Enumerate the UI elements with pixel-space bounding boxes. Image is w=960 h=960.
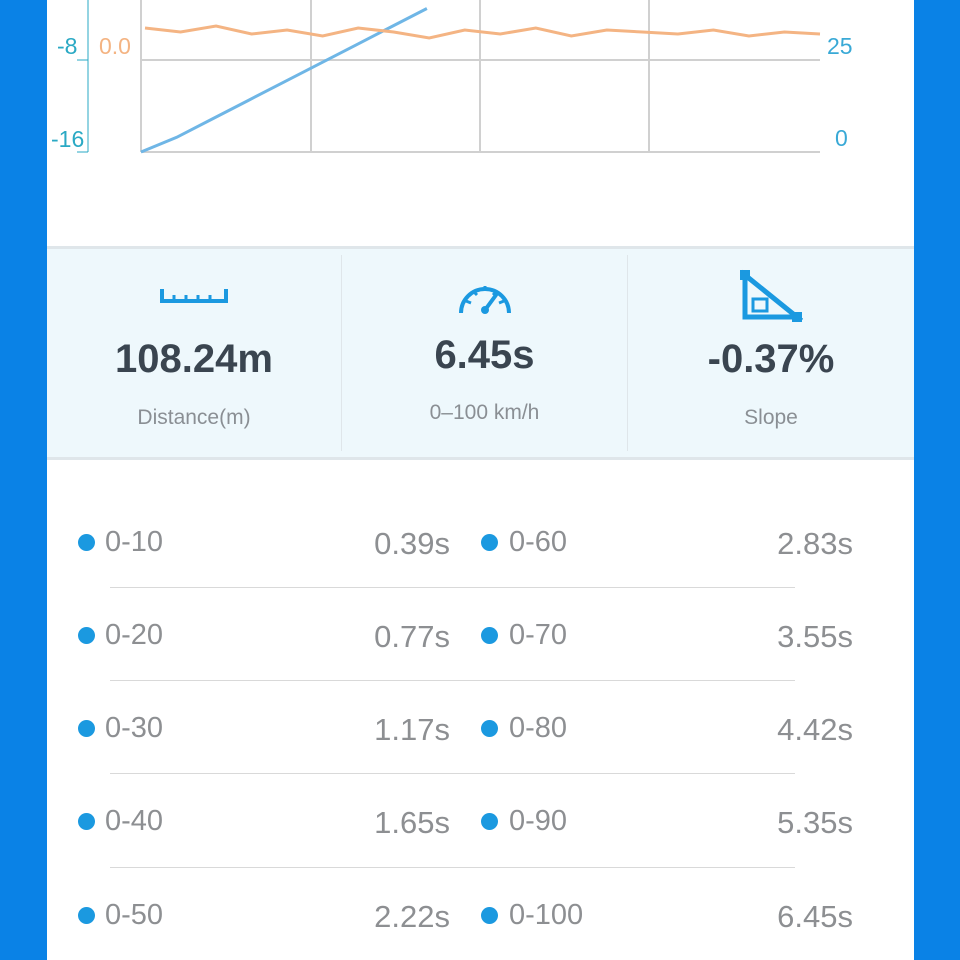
results-card: -8 -16 0.0 25 0 108.24m Distance(m): [47, 0, 914, 960]
split-time: 1.65s: [374, 805, 450, 840]
acceleration-series-line: [144, 24, 821, 40]
distance-value: 108.24m: [115, 337, 273, 381]
split-label: 0-100: [509, 899, 584, 931]
split-label: 0-60: [509, 526, 568, 558]
split-time: 4.42s: [777, 712, 853, 747]
speed-series-line: [140, 7, 428, 154]
row-divider: [110, 587, 795, 588]
right-tick-0: 0: [835, 125, 848, 151]
split-time: 2.83s: [777, 526, 853, 561]
right-tick-25: 25: [827, 33, 853, 59]
split-label: 0-80: [509, 712, 568, 744]
bullet-dot-icon: [78, 907, 95, 924]
acceleration-value: 6.45s: [434, 333, 535, 377]
left-outer-tick-minus8: -8: [57, 33, 78, 59]
list-item: 0-40 1.65s 0-90 5.35s: [47, 791, 914, 851]
split-label: 0-10: [105, 526, 164, 558]
chart-canvas: [77, 0, 821, 154]
stat-divider: [341, 255, 342, 451]
speedometer-icon: [456, 277, 514, 322]
bullet-dot-icon: [78, 813, 95, 830]
split-time: 3.55s: [777, 619, 853, 654]
split-time: 6.45s: [777, 899, 853, 934]
split-label: 0-40: [105, 805, 164, 837]
bullet-dot-icon: [481, 627, 498, 644]
bullet-dot-icon: [481, 813, 498, 830]
split-time: 5.35s: [777, 805, 853, 840]
split-label: 0-70: [509, 619, 568, 651]
list-item: 0-50 2.22s 0-100 6.45s: [47, 885, 914, 945]
summary-stats: 108.24m Distance(m) 6.45s 0–100 km/h: [47, 246, 914, 460]
bullet-dot-icon: [78, 627, 95, 644]
bullet-dot-icon: [481, 907, 498, 924]
split-label: 0-50: [105, 899, 164, 931]
row-divider: [110, 680, 795, 681]
slope-value: -0.37%: [707, 337, 835, 381]
speed-chart: -8 -16 0.0 25 0: [47, 0, 914, 200]
acceleration-label: 0–100 km/h: [429, 401, 540, 424]
bullet-dot-icon: [481, 534, 498, 551]
list-item: 0-30 1.17s 0-80 4.42s: [47, 698, 914, 758]
split-time: 1.17s: [374, 712, 450, 747]
distance-label: Distance(m): [137, 406, 251, 429]
stat-distance: 108.24m Distance(m): [47, 249, 341, 457]
split-time: 0.39s: [374, 526, 450, 561]
slope-icon: [739, 269, 805, 328]
stat-acceleration: 6.45s 0–100 km/h: [342, 249, 627, 457]
list-item: 0-20 0.77s 0-70 3.55s: [47, 605, 914, 665]
list-item: 0-10 0.39s 0-60 2.83s: [47, 512, 914, 572]
bullet-dot-icon: [78, 720, 95, 737]
stat-slope: -0.37% Slope: [628, 249, 914, 457]
ruler-icon: [160, 287, 228, 308]
row-divider: [110, 773, 795, 774]
split-time: 0.77s: [374, 619, 450, 654]
split-label: 0-30: [105, 712, 164, 744]
stat-divider: [627, 255, 628, 451]
split-label: 0-20: [105, 619, 164, 651]
slope-label: Slope: [744, 406, 798, 429]
bullet-dot-icon: [78, 534, 95, 551]
bullet-dot-icon: [481, 720, 498, 737]
left-outer-tick-minus16: -16: [51, 126, 85, 152]
row-divider: [110, 867, 795, 868]
speed-splits-list: 0-10 0.39s 0-60 2.83s 0-20 0.77s 0-70 3.…: [47, 460, 914, 960]
split-label: 0-90: [509, 805, 568, 837]
split-time: 2.22s: [374, 899, 450, 934]
left-inner-tick-zero: 0.0: [99, 33, 131, 59]
